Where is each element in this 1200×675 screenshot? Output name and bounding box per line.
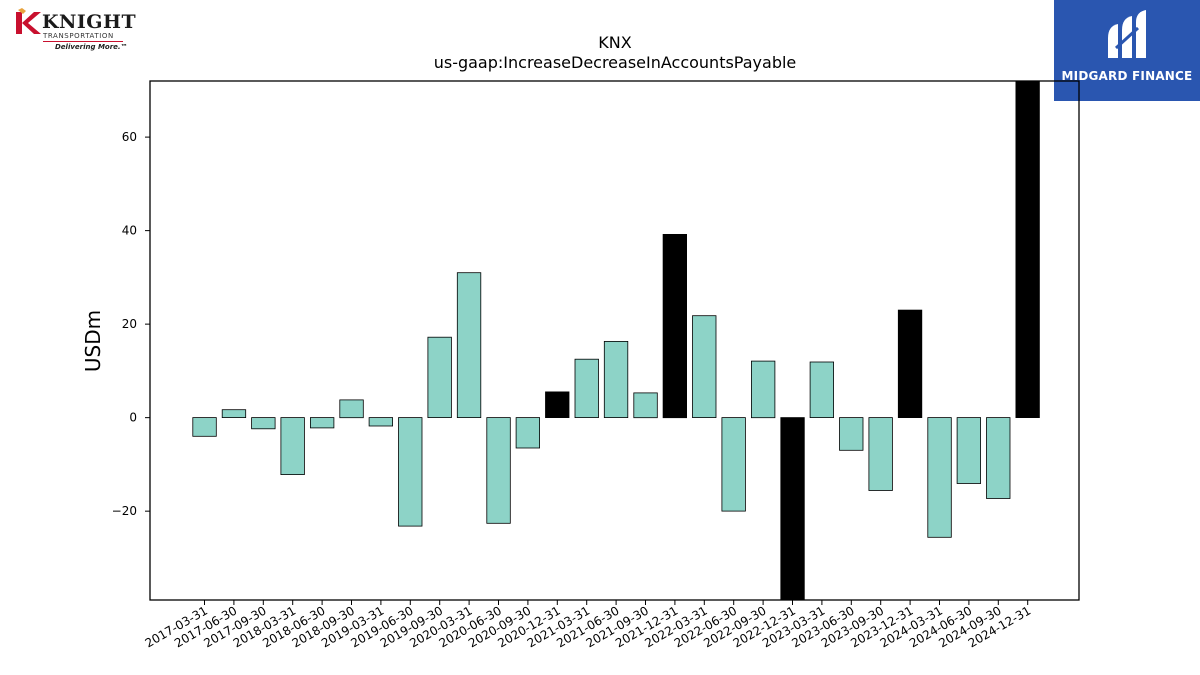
bar-2022-12-31 bbox=[780, 417, 805, 601]
midgard-m-icon bbox=[1108, 10, 1146, 58]
chart-title: KNX bbox=[598, 33, 631, 52]
midgard-finance-logo: MIDGARD FINANCE bbox=[1054, 0, 1200, 101]
bar-2023-06-30 bbox=[839, 417, 864, 451]
bar-2019-09-30 bbox=[427, 336, 452, 419]
knight-logo-tagline: Delivering More.™ bbox=[55, 43, 128, 51]
y-axis-label: USDm bbox=[81, 310, 105, 372]
bar-2024-06-30 bbox=[956, 417, 981, 484]
y-tick-label: −20 bbox=[112, 504, 137, 518]
bar-2020-09-30 bbox=[515, 417, 540, 449]
knight-k-icon bbox=[16, 8, 41, 34]
bar-2021-06-30 bbox=[603, 340, 629, 418]
bar-2022-06-30 bbox=[721, 417, 746, 512]
y-tick-label: 60 bbox=[122, 130, 137, 144]
knight-logo-word: KNIGHT bbox=[42, 11, 137, 33]
bar-2024-12-31 bbox=[1015, 80, 1040, 419]
bar-2023-12-31 bbox=[897, 309, 923, 419]
knight-transportation-logo: KNIGHT TRANSPORTATION Delivering More.™ bbox=[12, 8, 136, 54]
bar-2019-06-30 bbox=[398, 417, 423, 527]
bar-2019-03-31 bbox=[368, 417, 394, 427]
bar-2017-09-30 bbox=[251, 417, 276, 430]
plot-frame bbox=[149, 80, 1080, 601]
y-tick-label: 0 bbox=[129, 411, 137, 425]
bar-2022-03-31 bbox=[692, 315, 717, 419]
y-tick-label: 40 bbox=[122, 224, 137, 238]
knight-logo-subtitle: TRANSPORTATION bbox=[43, 32, 114, 40]
bar-2020-12-31 bbox=[545, 391, 570, 418]
knight-logo-divider bbox=[43, 41, 123, 42]
bar-2021-09-30 bbox=[633, 392, 658, 419]
bar-2021-12-31 bbox=[662, 233, 687, 419]
bar-2022-09-30 bbox=[751, 360, 776, 419]
bars-group bbox=[192, 80, 1040, 601]
bar-2020-06-30 bbox=[486, 417, 511, 524]
y-axis: −20 0 20 40 60 bbox=[112, 130, 150, 518]
y-tick-label: 20 bbox=[122, 317, 137, 331]
bar-2024-09-30 bbox=[986, 417, 1011, 499]
bar-2017-03-31 bbox=[192, 417, 217, 437]
bar-2021-03-31 bbox=[574, 358, 599, 419]
bar-2020-03-31 bbox=[456, 272, 482, 419]
bar-2023-09-30 bbox=[868, 417, 893, 491]
bar-2018-09-30 bbox=[339, 399, 364, 419]
bar-2017-06-30 bbox=[221, 409, 247, 419]
bar-2018-06-30 bbox=[309, 417, 335, 429]
chart-subtitle: us-gaap:IncreaseDecreaseInAccountsPayabl… bbox=[434, 53, 797, 72]
bar-2024-03-31 bbox=[927, 417, 952, 538]
bar-2018-03-31 bbox=[280, 417, 305, 476]
x-axis: 2017-03-312017-06-302017-09-302018-03-31… bbox=[143, 600, 1033, 650]
midgard-logo-text: MIDGARD FINANCE bbox=[1061, 69, 1193, 83]
bar-2023-03-31 bbox=[809, 361, 834, 418]
